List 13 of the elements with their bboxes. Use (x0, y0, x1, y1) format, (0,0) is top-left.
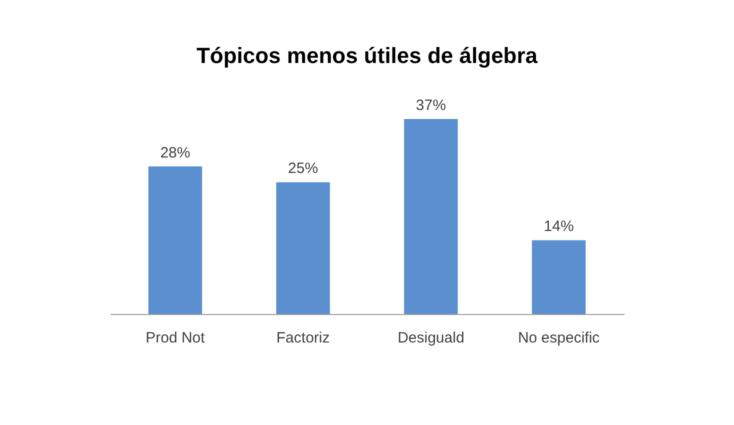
bar (276, 182, 330, 314)
bar (532, 240, 586, 314)
data-label: 25% (288, 160, 318, 178)
x-tick-label: Desiguald (398, 330, 464, 346)
data-label: 14% (544, 218, 574, 236)
x-tick-label: Prod Not (146, 330, 206, 346)
x-tick-label: Factoriz (276, 330, 330, 346)
data-label: 37% (416, 97, 446, 114)
x-tick-label: No especific (518, 330, 600, 346)
data-label: 28% (160, 144, 190, 162)
bar (148, 166, 202, 314)
bar (404, 119, 458, 314)
chart-title: Tópicos menos útiles de álgebra (196, 43, 538, 68)
